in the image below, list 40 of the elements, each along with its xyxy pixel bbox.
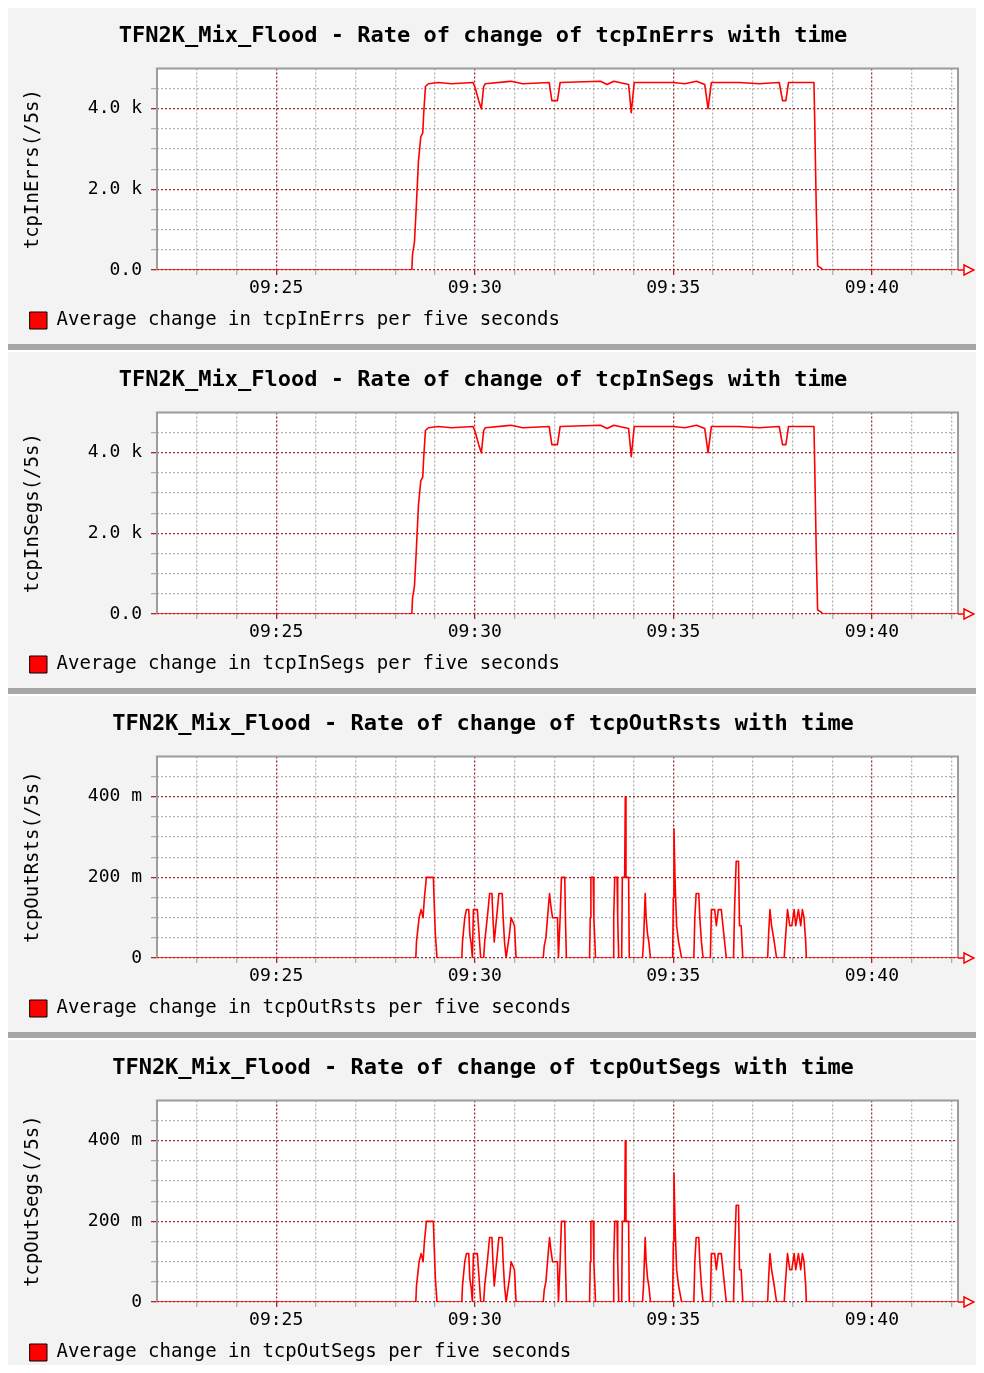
x-tick-label: 09:35 [646, 964, 701, 986]
chart-title: TFN2K_Mix_Flood - Rate of change of tcpInSegs with time [118, 365, 848, 391]
y-tick-label: 400 m [87, 784, 142, 806]
x-tick-label: 09:30 [447, 620, 502, 642]
x-tick-label: 09:40 [844, 276, 899, 298]
x-tick-label: 09:40 [844, 964, 899, 986]
chart-title: TFN2K_Mix_Flood - Rate of change of tcpOutRsts with time [112, 709, 854, 735]
x-tick-label: 09:30 [447, 1308, 502, 1330]
chart-title: TFN2K_Mix_Flood - Rate of change of tcpOutSegs with time [112, 1053, 854, 1079]
legend-label: Average change in tcpOutSegs per five seconds [56, 1339, 572, 1362]
x-tick-label: 09:25 [249, 276, 304, 298]
y-axis-title: tcpInSegs(/5s) [20, 433, 43, 594]
y-tick-label: 200 m [87, 1209, 142, 1231]
y-tick-label: 0 [131, 945, 142, 967]
y-tick-label: 2.0 k [87, 177, 143, 199]
y-tick-label: 0.0 [109, 601, 142, 623]
legend-label: Average change in tcpOutRsts per five seconds [56, 995, 572, 1018]
y-axis-title: tcpOutRsts(/5s) [20, 771, 43, 943]
y-tick-label: 0 [131, 1289, 142, 1311]
x-tick-label: 09:40 [844, 1308, 899, 1330]
legend-label: Average change in tcpInSegs per five seconds [56, 651, 560, 674]
y-axis-title: tcpOutSegs(/5s) [20, 1115, 43, 1287]
x-tick-label: 09:30 [447, 964, 502, 986]
x-tick-label: 09:30 [447, 276, 502, 298]
legend-label: Average change in tcpInErrs per five seconds [56, 307, 560, 330]
x-tick-label: 09:25 [249, 964, 304, 986]
y-tick-label: 0.0 [109, 257, 142, 279]
y-tick-label: 400 m [87, 1128, 142, 1150]
x-tick-label: 09:35 [646, 1308, 701, 1330]
chart-title: TFN2K_Mix_Flood - Rate of change of tcpInErrs with time [118, 21, 848, 47]
x-tick-label: 09:35 [646, 276, 701, 298]
x-tick-label: 09:40 [844, 620, 899, 642]
y-tick-label: 4.0 k [87, 440, 143, 462]
y-tick-label: 2.0 k [87, 521, 143, 543]
x-tick-label: 09:25 [249, 1308, 304, 1330]
y-tick-label: 4.0 k [87, 96, 143, 118]
y-axis-title: tcpInErrs(/5s) [20, 89, 43, 250]
x-tick-label: 09:35 [646, 620, 701, 642]
y-tick-label: 200 m [87, 865, 142, 887]
x-tick-label: 09:25 [249, 620, 304, 642]
